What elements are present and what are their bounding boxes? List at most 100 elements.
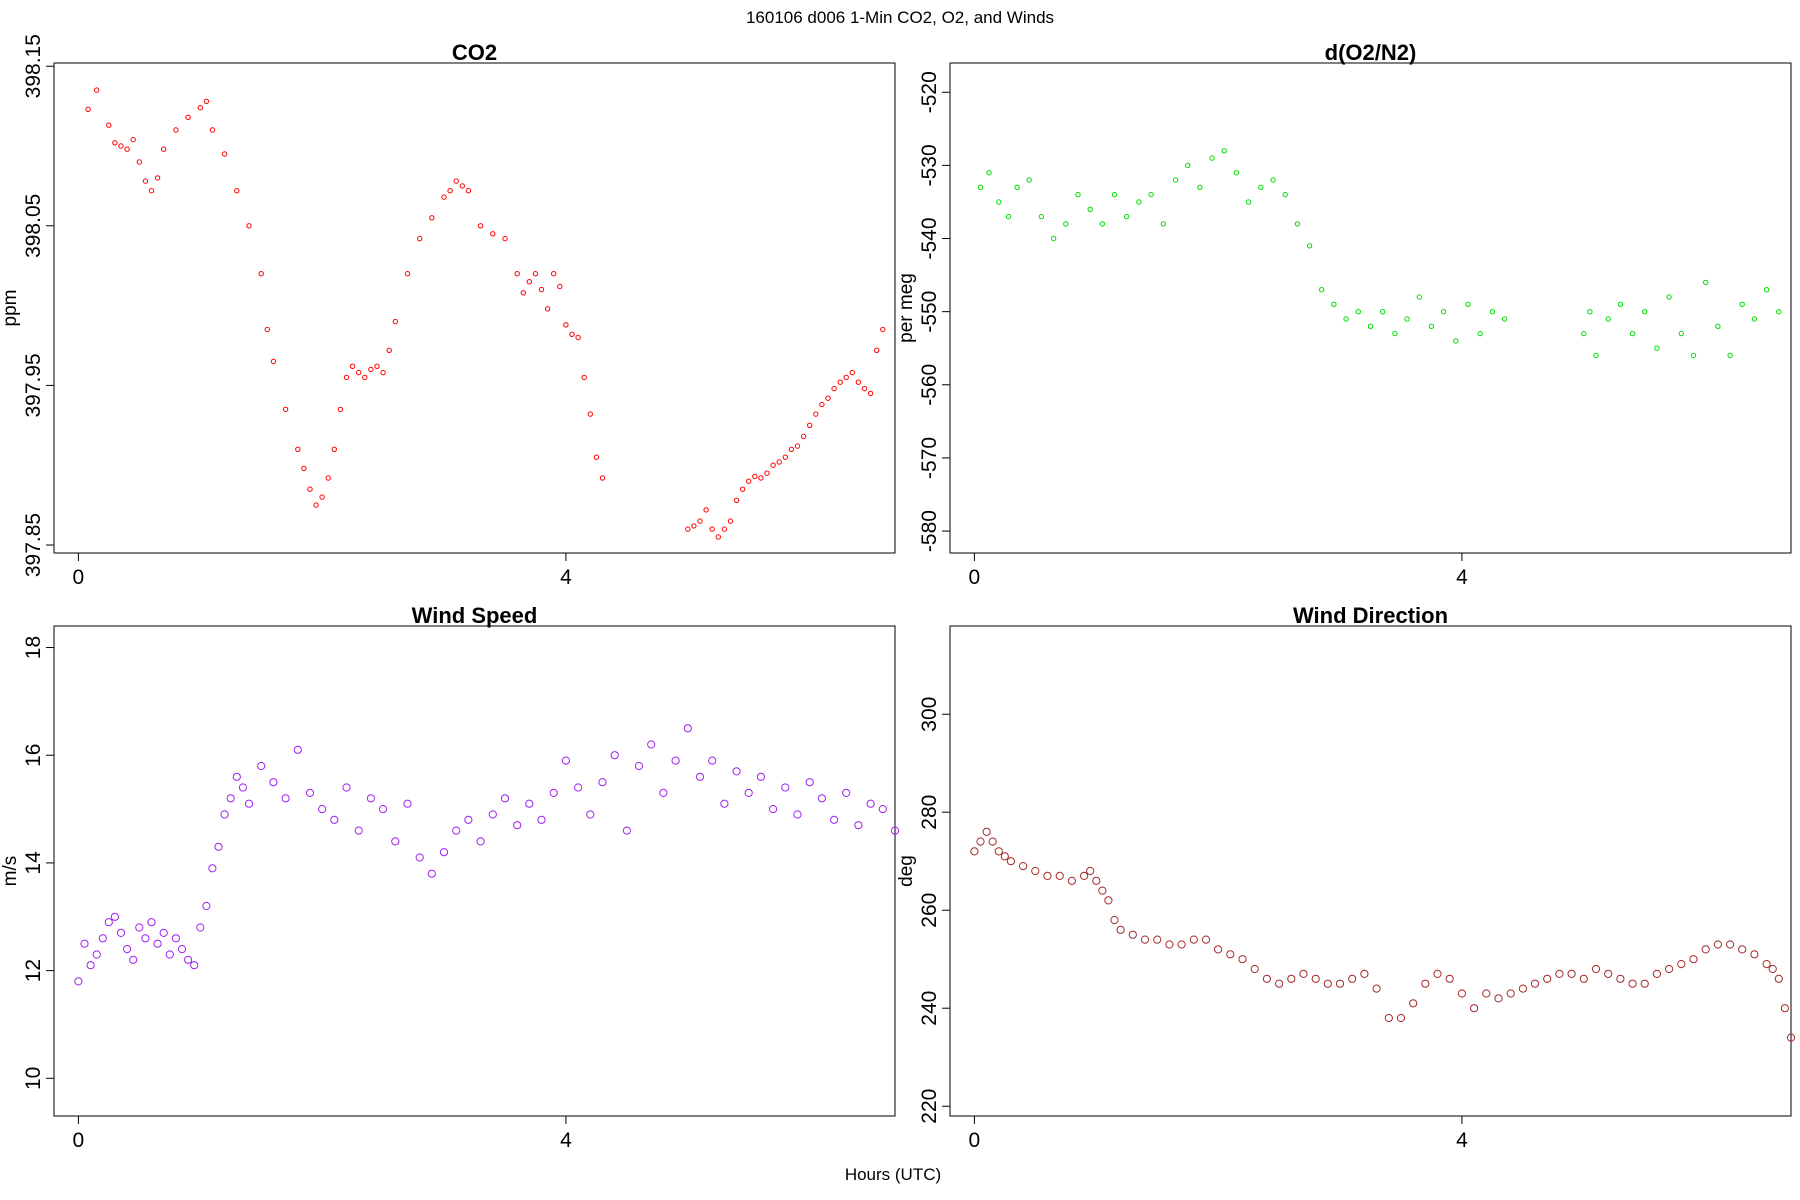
- co2-data-point: [593, 454, 600, 460]
- wind-speed-data-point: [141, 934, 150, 943]
- wind-speed-data-point: [878, 805, 887, 814]
- wind-direction-data-point: [988, 837, 997, 846]
- co2-data-point: [563, 322, 569, 328]
- wind-speed-data-point: [171, 934, 180, 943]
- wind-direction-data-point: [1482, 989, 1491, 998]
- co2-data-point: [301, 465, 307, 472]
- co2-data-point: [776, 459, 782, 465]
- wind-speed-data-point: [708, 756, 717, 765]
- wind-speed-data-point: [781, 783, 790, 792]
- wind-speed-ytick-label: 12: [22, 959, 45, 982]
- o2-data-point: [1666, 294, 1672, 300]
- wind-speed-data-point: [110, 912, 120, 921]
- wind-speed-data-point: [196, 923, 205, 932]
- co2-data-point: [764, 470, 770, 476]
- wind-speed-data-point: [732, 767, 741, 776]
- wind-speed-data-point: [135, 923, 144, 932]
- co2-data-point: [459, 183, 465, 189]
- co2-data-point: [520, 290, 526, 296]
- co2-data-point: [703, 507, 709, 513]
- wind-direction-data-point: [1092, 876, 1101, 885]
- wind-direction-ylabel: deg: [896, 855, 917, 887]
- o2-data-point: [1050, 235, 1057, 242]
- co2-data-point: [106, 122, 112, 128]
- o2-data-point: [996, 199, 1002, 205]
- co2-data-point: [752, 473, 758, 480]
- wind-speed-data-point: [226, 794, 235, 803]
- wind-speed-data-point: [439, 848, 449, 857]
- wind-direction-data-point: [1726, 940, 1735, 949]
- o2-data-point: [1124, 213, 1130, 220]
- o2-data-point: [1319, 287, 1325, 293]
- wind-direction-series: [970, 827, 1796, 1042]
- wind-direction-data-point: [1640, 979, 1649, 988]
- wind-speed-data-point: [366, 794, 375, 803]
- wind-direction-data-point: [1665, 964, 1674, 974]
- co2-data-point: [349, 363, 356, 369]
- o2-data-point: [1282, 191, 1288, 198]
- o2-data-point: [1416, 294, 1423, 300]
- co2-data-point: [136, 159, 143, 165]
- wind-direction-data-point: [1153, 935, 1162, 944]
- wind-direction-xtick-label: 4: [1456, 1129, 1468, 1152]
- co2-data-point: [118, 143, 124, 149]
- co2-data-point: [782, 454, 788, 460]
- wind-speed-data-point: [305, 788, 315, 798]
- o2-data-point: [1221, 148, 1227, 154]
- wind-direction-data-point: [1762, 960, 1771, 969]
- o2-data-point: [1380, 309, 1386, 315]
- co2-data-point: [788, 446, 795, 452]
- o2-data-point: [1428, 323, 1435, 329]
- wind-speed-data-point: [464, 815, 473, 824]
- wind-direction-data-point: [1506, 989, 1515, 998]
- o2-data-point: [1258, 184, 1264, 191]
- co2-data-point: [447, 188, 453, 194]
- o2-data-point: [1727, 352, 1733, 359]
- wind-direction-data-point: [1055, 871, 1064, 881]
- wind-direction-xtick-label: 0: [969, 1129, 981, 1152]
- wind-direction-data-point: [1311, 974, 1320, 983]
- co2-data-point: [715, 534, 721, 540]
- co2-data-point: [142, 178, 149, 184]
- wind-speed-data-point: [427, 869, 436, 878]
- wind-speed-data-point: [165, 950, 174, 959]
- wind-speed-data-point: [476, 837, 485, 846]
- wind-direction-data-point: [1604, 969, 1613, 979]
- co2-data-point: [697, 518, 703, 524]
- wind-speed-data-point: [805, 778, 814, 787]
- wind-direction-data-point: [1116, 925, 1125, 934]
- co2-data-point: [185, 114, 191, 121]
- co2-data-point: [581, 374, 587, 381]
- wind-direction-data-point: [1555, 969, 1564, 979]
- o2-data-point: [1690, 352, 1697, 359]
- o2-data-point: [1014, 184, 1020, 191]
- wind-speed-data-point: [683, 724, 692, 733]
- co2-data-point: [861, 385, 868, 392]
- wind-speed-data-point: [202, 901, 211, 911]
- o2-data-point: [1404, 316, 1410, 322]
- o2-ytick-label: -540: [918, 218, 941, 260]
- wind-speed-data-point: [238, 783, 247, 792]
- o2-series: [977, 148, 1782, 359]
- o2-data-point: [1245, 199, 1252, 205]
- o2-data-point: [1642, 309, 1648, 315]
- co2-data-point: [154, 175, 161, 181]
- o2-data-point: [1581, 330, 1587, 337]
- co2-data-point: [557, 283, 563, 290]
- wind-speed-data-point: [92, 950, 101, 959]
- o2-data-point: [1026, 177, 1032, 183]
- wind-speed-data-point: [220, 810, 229, 819]
- o2-data-point: [1593, 352, 1599, 359]
- co2-data-point: [209, 127, 216, 133]
- o2-title: d(O2/N2): [1325, 40, 1417, 65]
- wind-speed-data-point: [537, 815, 546, 824]
- wind-direction-data-point: [1445, 974, 1454, 983]
- wind-direction-data-point: [1579, 974, 1588, 983]
- wind-speed-ylabel: m/s: [0, 856, 21, 887]
- co2-data-point: [161, 146, 167, 152]
- wind-direction-data-point: [1780, 1004, 1790, 1013]
- co2-data-point: [721, 526, 728, 532]
- o2-data-point: [1751, 316, 1758, 322]
- wind-direction-data-point: [1067, 876, 1077, 885]
- wind-direction-ytick-label: 300: [918, 697, 941, 732]
